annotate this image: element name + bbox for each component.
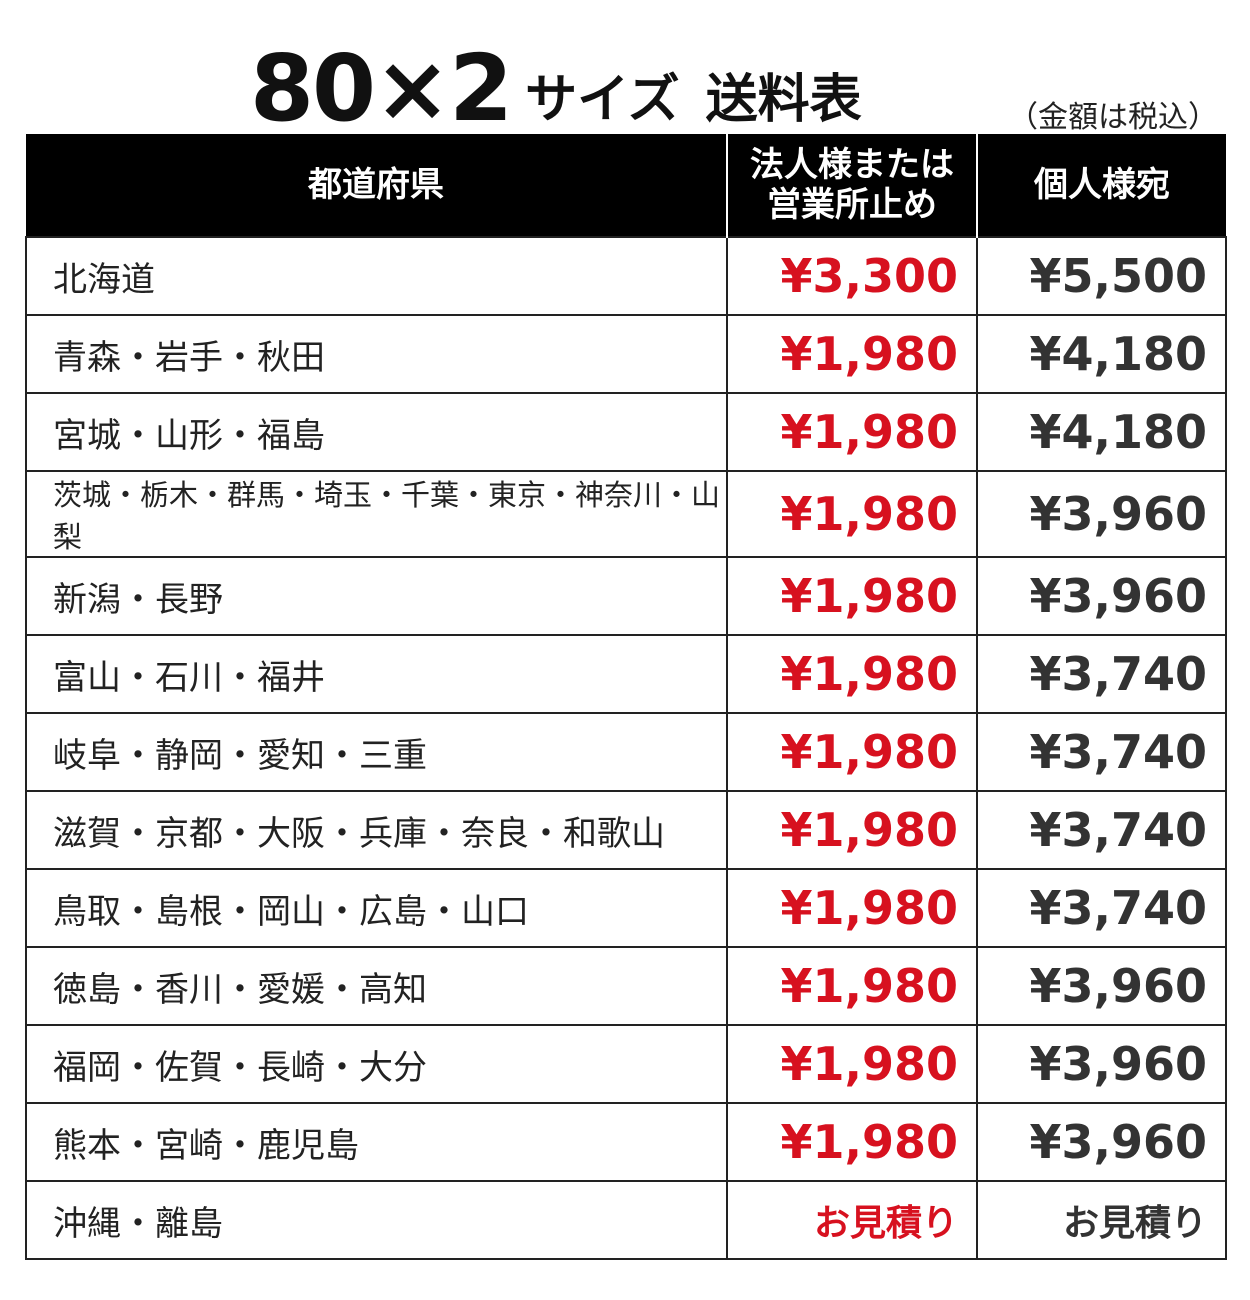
header-corporate-line1: 法人様または: [750, 145, 954, 185]
corporate-price-cell: ¥1,980: [726, 314, 978, 394]
header-row: 都道府県 法人様または 営業所止め 個人様宛: [26, 134, 1226, 237]
region-cell: 岐阜・静岡・愛知・三重: [25, 712, 728, 792]
header-individual: 個人様宛: [976, 134, 1226, 237]
individual-price-cell: お見積り: [976, 1180, 1227, 1260]
region-cell: 熊本・宮崎・鹿児島: [25, 1102, 728, 1182]
corporate-price-cell: お見積り: [726, 1180, 978, 1260]
region-cell: 富山・石川・福井: [25, 634, 728, 714]
individual-price-cell: ¥3,740: [976, 634, 1227, 714]
region-cell: 新潟・長野: [25, 556, 728, 636]
table-row: 新潟・長野 ¥1,980 ¥3,960: [25, 556, 1227, 636]
shipping-rate-table: 都道府県 法人様または 営業所止め 個人様宛 北海道 ¥3,300 ¥5,500 青森…: [25, 134, 1227, 1260]
individual-price-cell: ¥3,960: [976, 556, 1227, 636]
individual-price-cell: ¥3,740: [976, 712, 1227, 792]
title-table-label: 送料表: [705, 70, 862, 130]
individual-price-cell: ¥3,960: [976, 1102, 1227, 1182]
title-size: 80×2: [250, 35, 513, 142]
table-row: 滋賀・京都・大阪・兵庫・奈良・和歌山 ¥1,980 ¥3,740: [25, 790, 1227, 870]
region-cell: 徳島・香川・愛媛・高知: [25, 946, 728, 1026]
corporate-price-cell: ¥1,980: [726, 946, 978, 1026]
page-title: 80×2 サイズ 送料表: [250, 40, 862, 135]
table-row: 徳島・香川・愛媛・高知 ¥1,980 ¥3,960: [25, 946, 1227, 1026]
header-region: 都道府県: [26, 134, 727, 237]
region-cell: 茨城・栃木・群馬・埼玉・千葉・東京・神奈川・山梨: [25, 470, 728, 558]
tax-note: （金額は税込）: [1008, 100, 1218, 135]
title-size-label: サイズ: [525, 70, 680, 130]
table-row: 沖縄・離島 お見積り お見積り: [25, 1180, 1227, 1260]
header-corporate: 法人様または 営業所止め: [726, 134, 977, 237]
region-cell: 青森・岩手・秋田: [25, 314, 728, 394]
corporate-price-cell: ¥1,980: [726, 712, 978, 792]
region-cell: 福岡・佐賀・長崎・大分: [25, 1024, 728, 1104]
region-cell: 宮城・山形・福島: [25, 392, 728, 472]
table-row: 福岡・佐賀・長崎・大分 ¥1,980 ¥3,960: [25, 1024, 1227, 1104]
table-row: 岐阜・静岡・愛知・三重 ¥1,980 ¥3,740: [25, 712, 1227, 792]
corporate-price-cell: ¥1,980: [726, 1024, 978, 1104]
table-row: 富山・石川・福井 ¥1,980 ¥3,740: [25, 634, 1227, 714]
individual-price-cell: ¥5,500: [976, 236, 1227, 316]
corporate-price-cell: ¥1,980: [726, 392, 978, 472]
corporate-price-cell: ¥1,980: [726, 868, 978, 948]
corporate-price-cell: ¥1,980: [726, 790, 978, 870]
header-corporate-line2: 営業所止め: [767, 185, 937, 225]
corporate-price-cell: ¥3,300: [726, 236, 978, 316]
region-cell: 鳥取・島根・岡山・広島・山口: [25, 868, 728, 948]
corporate-price-cell: ¥1,980: [726, 1102, 978, 1182]
individual-price-cell: ¥3,740: [976, 790, 1227, 870]
region-cell: 沖縄・離島: [25, 1180, 728, 1260]
region-cell: 北海道: [25, 236, 728, 316]
corporate-price-cell: ¥1,980: [726, 556, 978, 636]
individual-price-cell: ¥3,960: [976, 946, 1227, 1026]
table-row: 鳥取・島根・岡山・広島・山口 ¥1,980 ¥3,740: [25, 868, 1227, 948]
individual-price-cell: ¥3,960: [976, 1024, 1227, 1104]
corporate-price-cell: ¥1,980: [726, 470, 978, 558]
table-row: 北海道 ¥3,300 ¥5,500: [25, 236, 1227, 316]
individual-price-cell: ¥3,960: [976, 470, 1227, 558]
table-row: 宮城・山形・福島 ¥1,980 ¥4,180: [25, 392, 1227, 472]
individual-price-cell: ¥4,180: [976, 392, 1227, 472]
table-row: 青森・岩手・秋田 ¥1,980 ¥4,180: [25, 314, 1227, 394]
region-cell: 滋賀・京都・大阪・兵庫・奈良・和歌山: [25, 790, 728, 870]
corporate-price-cell: ¥1,980: [726, 634, 978, 714]
individual-price-cell: ¥4,180: [976, 314, 1227, 394]
individual-price-cell: ¥3,740: [976, 868, 1227, 948]
table-row: 茨城・栃木・群馬・埼玉・千葉・東京・神奈川・山梨 ¥1,980 ¥3,960: [25, 470, 1227, 558]
table-row: 熊本・宮崎・鹿児島 ¥1,980 ¥3,960: [25, 1102, 1227, 1182]
